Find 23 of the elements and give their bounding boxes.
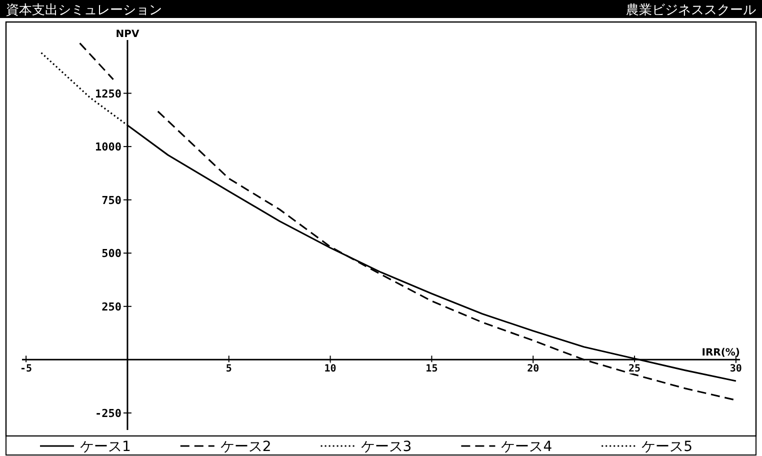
plot: -5 5 10 15 20 25 30 -250 250 500 750 1000 1250 NPV IRR(%) — [20, 29, 742, 430]
chart-subtitle: 農業ビジネススクール — [626, 3, 756, 18]
y-tick-label: 500 — [102, 247, 122, 260]
y-tick-label: 750 — [102, 194, 122, 207]
legend-label: ケース2 — [220, 439, 272, 455]
legend-label: ケース3 — [360, 439, 412, 455]
y-tick-label: 1250 — [94, 87, 122, 100]
legend-label: ケース4 — [501, 439, 552, 455]
y-axis-title: NPV — [116, 29, 140, 40]
legend-label: ケース1 — [80, 439, 131, 455]
x-tick-label: 15 — [426, 364, 438, 375]
x-tick-label: 30 — [730, 364, 742, 375]
legend-label: ケース5 — [642, 439, 693, 455]
x-tick-label: 10 — [324, 364, 336, 375]
y-tick-label: 1000 — [94, 140, 122, 154]
y-tick-label: 250 — [102, 300, 122, 314]
x-tick-label: 25 — [628, 364, 641, 375]
x-tick-label: -5 — [20, 364, 32, 375]
x-axis-title: IRR(%) — [702, 348, 740, 359]
x-tick-label: 5 — [226, 364, 232, 375]
x-tick-label: 20 — [527, 364, 540, 375]
y-tick-label: -250 — [94, 406, 122, 420]
chart-title: 資本支出シミュレーション — [6, 3, 162, 18]
